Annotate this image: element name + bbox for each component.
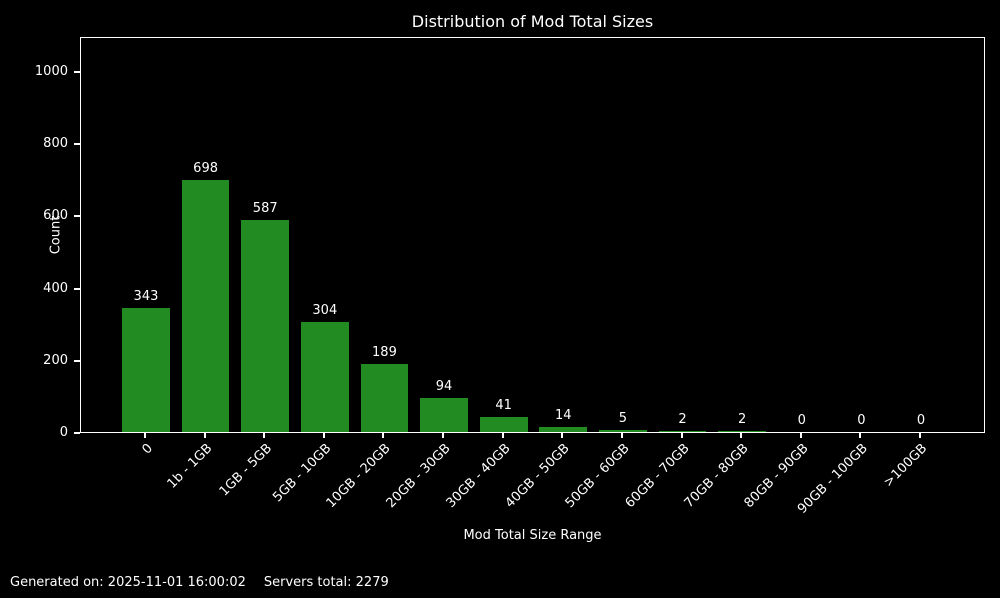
bar-value-label: 343 [133,289,159,305]
bar-value-label: 14 [555,407,572,423]
bar [122,308,170,432]
footer: Generated on: 2025-11-01 16:00:02 Servers… [10,575,389,590]
bar [420,398,468,432]
bar [181,180,230,432]
y-tick-label: 1000 [34,64,68,79]
x-tick-label: 1b - 1GB [164,441,216,492]
y-tick [74,215,80,218]
bar-value-label: 189 [372,344,397,360]
y-tick-label: 400 [43,280,68,296]
bar [360,363,409,432]
bar-value-label: 0 [857,413,866,428]
x-tick [740,433,743,438]
y-tick [74,71,80,73]
bar-value-label: 698 [193,161,219,177]
x-tick-label: 1GB - 5GB [216,441,275,500]
bar [300,322,349,432]
x-tick-label: 0 [139,441,156,458]
y-tick [74,287,80,290]
bar [479,417,528,432]
servers-total: Servers total: 2279 [263,575,389,590]
x-tick [263,433,266,438]
x-tick [203,433,206,438]
x-tick [919,433,922,438]
x-tick [680,433,683,438]
x-tick [382,433,385,438]
bar-value-label: 2 [738,412,747,428]
plot-area: 343 698 587 304 189 94 41 14 5 2 2 0 0 0 [80,37,985,433]
bar [241,220,290,432]
y-tick-label: 0 [59,425,68,440]
bar-value-label: 2 [678,412,687,428]
x-tick-label: 5GB - 10GB [270,441,335,506]
bar [658,431,707,432]
chart-title: Distribution of Mod Total Sizes [411,12,654,31]
x-axis-label: Mod Total Size Range [463,528,602,543]
bar-value-label: 0 [916,413,926,428]
bar-value-label: 0 [797,413,806,428]
y-tick-label: 800 [43,136,68,152]
x-tick-label: >100GB [881,441,931,491]
y-tick-label: 600 [43,208,68,224]
bar-value-label: 5 [618,411,628,427]
bar-value-label: 41 [495,398,512,414]
bar-value-label: 94 [435,379,453,395]
bar [539,426,588,432]
bar [718,431,766,432]
x-tick [561,433,564,438]
generated-timestamp: Generated on: 2025-11-01 16:00:02 [10,575,246,590]
x-tick [143,433,146,438]
x-tick [620,433,623,438]
x-tick [501,433,504,438]
y-tick-label: 200 [43,352,68,368]
x-tick [799,433,802,438]
bottom-divider-line [0,598,1000,600]
x-tick [322,433,325,438]
y-tick [74,432,80,434]
bar-value-label: 304 [312,303,338,319]
x-tick [442,433,445,438]
bar-value-label: 587 [252,201,278,217]
y-tick [74,143,80,146]
x-tick [859,433,862,438]
y-tick [74,359,80,362]
bar [599,430,647,432]
